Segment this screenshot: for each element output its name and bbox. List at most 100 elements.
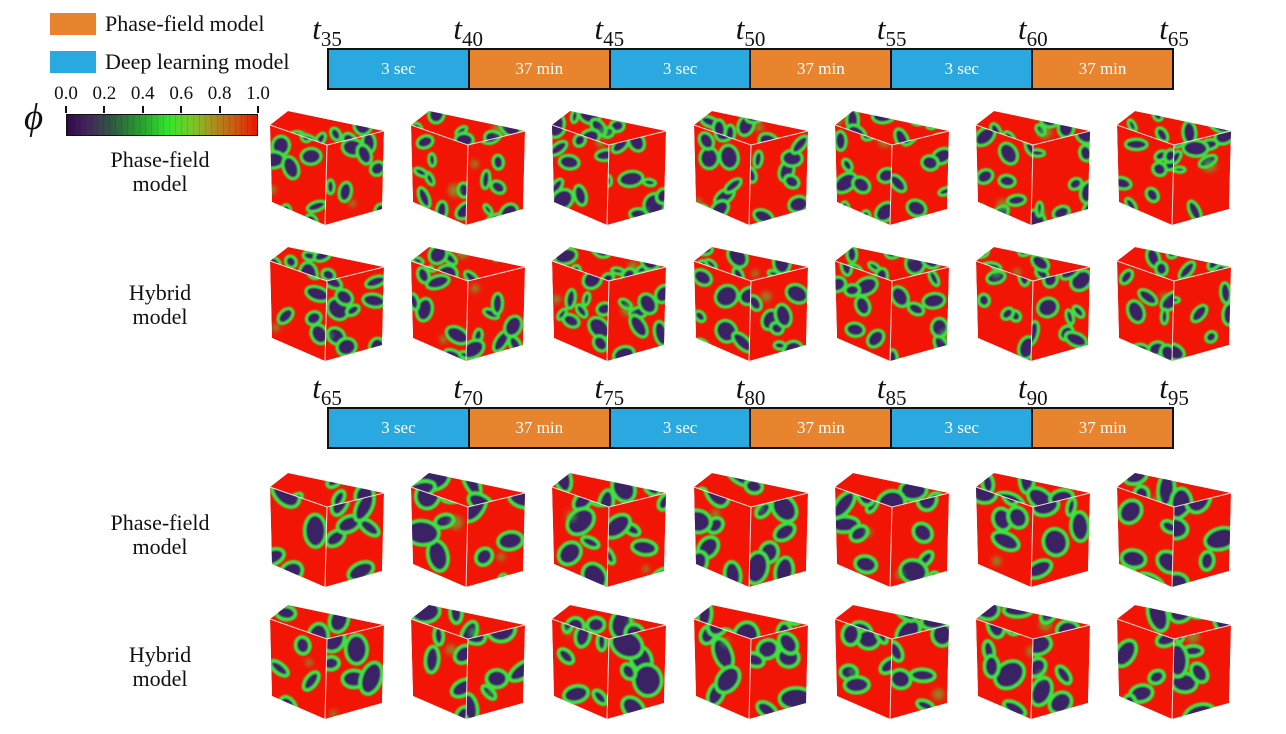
row-label-line: Phase-field <box>110 147 210 172</box>
timeline-segment-label: 3 sec <box>662 418 698 437</box>
timeline-segment-label: 37 min <box>515 418 564 437</box>
timeline-segment-label: 3 sec <box>944 418 979 437</box>
time-label-t35: t35 <box>312 11 342 51</box>
cube-phase-field-t70 <box>409 467 527 589</box>
timeline-segment-deep-learning: 3 sec <box>329 50 468 88</box>
time-label-t65: t65 <box>312 370 342 410</box>
cube-phase-field-t50 <box>692 105 810 227</box>
timeline-segment-label: 37 min <box>515 59 564 78</box>
cube-phase-field-t90 <box>974 467 1092 589</box>
timeline-segment-deep-learning: 3 sec <box>890 409 1032 447</box>
cube-hybrid-t65 <box>268 599 386 721</box>
row-label-line: Phase-field <box>110 510 210 535</box>
timeline-segment-phase-field: 37 min <box>1031 50 1172 88</box>
row-label-line: model <box>132 171 188 196</box>
timeline-bar-1: 3 sec 37 min 3 sec 37 min 3 sec 37 min <box>327 48 1174 90</box>
timeline-segment-label: 37 min <box>1078 418 1127 437</box>
timeline-segment-deep-learning: 3 sec <box>890 50 1032 88</box>
colorbar-tick-label: 1.0 <box>246 83 270 104</box>
timeline-segment-phase-field: 37 min <box>467 409 609 447</box>
cube-hybrid-t50 <box>692 241 810 363</box>
colorbar-tick-mark <box>180 106 183 113</box>
cube-phase-field-t65 <box>1115 105 1233 227</box>
timeline-segment-label: 3 sec <box>662 59 698 78</box>
colorbar-tick-mark <box>65 106 67 113</box>
colorbar-tick-mark <box>103 106 106 113</box>
row-label-line: model <box>132 304 188 329</box>
time-label-t75: t75 <box>594 370 625 410</box>
timeline-segment-label: 37 min <box>797 418 845 437</box>
cube-hybrid-t75 <box>550 599 668 721</box>
cube-phase-field-t40 <box>409 105 527 227</box>
row-label-line: Hybrid <box>128 642 192 667</box>
timeline-segment-deep-learning: 3 sec <box>329 409 468 447</box>
colorbar-tick-mark <box>141 106 144 113</box>
colorbar-tick-label: 0.6 <box>169 83 194 104</box>
timeline-segment-phase-field: 37 min <box>1031 409 1172 447</box>
timeline-bar-2: 3 sec 37 min 3 sec 37 min 3 sec 37 min <box>327 407 1174 449</box>
legend-item-deep-learning: Deep learning model <box>50 50 290 74</box>
cube-hybrid-t65 <box>1115 241 1233 363</box>
time-label-t55: t55 <box>876 11 907 51</box>
phi-symbol: ϕ <box>24 97 44 138</box>
cube-phase-field-t55 <box>833 105 951 227</box>
cube-phase-field-t80 <box>692 467 810 589</box>
timeline-segment-deep-learning: 3 sec <box>608 50 750 88</box>
time-label-t95: t95 <box>1159 370 1189 410</box>
row-label-phase-field-2: Phase-field model <box>60 511 260 559</box>
row-label-line: model <box>132 534 188 559</box>
cube-phase-field-t95 <box>1115 467 1233 589</box>
timeline-segment-phase-field: 37 min <box>749 409 891 447</box>
time-label-t70: t70 <box>453 370 483 410</box>
timeline-segment-deep-learning: 3 sec <box>608 409 750 447</box>
time-label-t65: t65 <box>1159 11 1189 51</box>
time-label-t85: t85 <box>876 370 907 410</box>
cube-hybrid-t95 <box>1115 599 1233 721</box>
cube-hybrid-t80 <box>692 599 810 721</box>
row-label-line: Hybrid <box>128 280 192 305</box>
cube-phase-field-t85 <box>833 467 951 589</box>
cube-phase-field-t35 <box>268 105 386 227</box>
time-label-t90: t90 <box>1018 370 1048 410</box>
timeline-segment-label: 37 min <box>1078 59 1127 78</box>
colorbar-tick-label: 0.8 <box>207 83 232 104</box>
timeline-segment-phase-field: 37 min <box>467 50 609 88</box>
timeline-segment-label: 3 sec <box>944 59 979 78</box>
cube-hybrid-t40 <box>409 241 527 363</box>
time-label-t80: t80 <box>735 370 766 410</box>
row-label-hybrid-1: Hybrid model <box>60 281 260 329</box>
timeline-segment-label: 3 sec <box>381 418 416 437</box>
timeline-segment-phase-field: 37 min <box>749 50 891 88</box>
time-label-t40: t40 <box>453 11 483 51</box>
cube-hybrid-t55 <box>833 241 951 363</box>
cube-hybrid-t90 <box>974 599 1092 721</box>
cube-hybrid-t35 <box>268 241 386 363</box>
colorbar-tick-mark <box>257 106 259 113</box>
time-label-t60: t60 <box>1018 11 1048 51</box>
colorbar-tick-mark <box>218 106 221 113</box>
colorbar-gradient <box>66 114 258 136</box>
phase-field-color-swatch <box>50 13 96 35</box>
cube-hybrid-t85 <box>833 599 951 721</box>
legend-label-deep-learning: Deep learning model <box>105 49 290 74</box>
deep-learning-color-swatch <box>50 51 96 73</box>
row-label-line: model <box>132 666 188 691</box>
timeline-segment-label: 3 sec <box>381 59 416 78</box>
timeline-segment-label: 37 min <box>797 59 845 78</box>
cube-phase-field-t65 <box>268 467 386 589</box>
cube-phase-field-t45 <box>550 105 668 227</box>
colorbar-tick-label: 0.2 <box>92 83 117 104</box>
cube-phase-field-t75 <box>550 467 668 589</box>
colorbar-tick-label: 0.0 <box>54 83 78 104</box>
legend-item-phase-field: Phase-field model <box>50 12 264 36</box>
cube-hybrid-t60 <box>974 241 1092 363</box>
cube-hybrid-t70 <box>409 599 527 721</box>
cube-phase-field-t60 <box>974 105 1092 227</box>
row-label-hybrid-2: Hybrid model <box>60 643 260 691</box>
time-label-t45: t45 <box>594 11 625 51</box>
row-label-phase-field-1: Phase-field model <box>60 148 260 196</box>
legend-label-phase-field: Phase-field model <box>105 11 265 36</box>
cube-hybrid-t45 <box>550 241 668 363</box>
time-label-t50: t50 <box>735 11 766 51</box>
